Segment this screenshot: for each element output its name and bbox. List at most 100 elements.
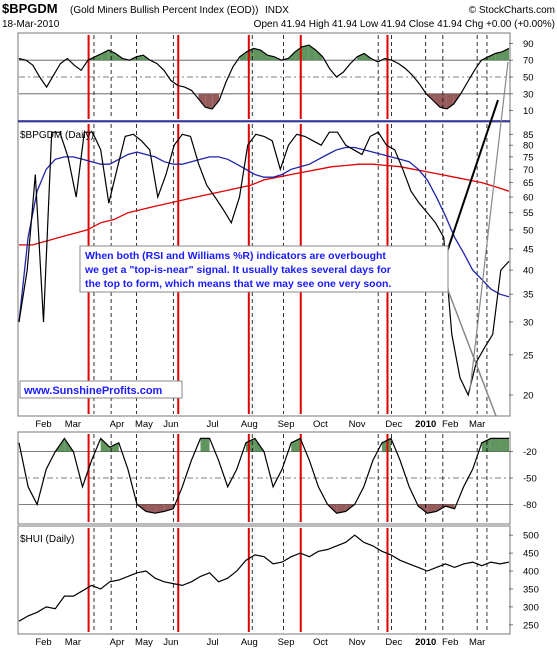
x-tick-label: Nov: [349, 637, 366, 648]
x-tick-label: Oct: [313, 419, 328, 430]
trend-line-3: [469, 61, 509, 391]
x-tick-label: Mar: [65, 637, 81, 648]
x-tick-label: 2010: [415, 419, 436, 430]
zone-fills: [19, 45, 509, 514]
overbought-fill: [109, 442, 119, 452]
annotation-box: [79, 245, 449, 293]
annotation-line-1: When both (RSI and Williams %R) indicato…: [85, 250, 386, 262]
x-tick-label: Dec: [385, 419, 402, 430]
y-tick-label: 30: [523, 317, 534, 328]
y-tick-label: 90: [523, 39, 534, 50]
price-panel-title: $BPGDM (Daily): [20, 130, 94, 141]
chart-date: 18-Mar-2010: [2, 19, 60, 30]
y-tick-label: 250: [523, 620, 539, 631]
overbought-fill: [499, 438, 509, 452]
y-tick-label: 25: [523, 350, 534, 361]
x-tick-label: Apr: [110, 419, 125, 430]
y-tick-label: -20: [523, 447, 537, 458]
oversold-fill: [164, 504, 174, 512]
x-tick-label: Jul: [206, 637, 218, 648]
y-tick-label: 500: [523, 531, 539, 542]
x-tick-label: Apr: [110, 637, 125, 648]
bpgdm-price-line: [18, 131, 510, 397]
oversold-fill: [198, 93, 206, 108]
x-tick-label: Aug: [241, 419, 258, 430]
annotation-line-2: we get a "top-is-near" signal. It usuall…: [84, 264, 391, 276]
trend-line-1: [445, 99, 499, 256]
overbought-fill: [260, 50, 268, 61]
y-tick-label: 80: [523, 141, 534, 152]
y-tick-label: -80: [523, 500, 537, 511]
y-tick-label: 55: [523, 208, 534, 219]
y-tick-label: 60: [523, 193, 534, 204]
overbought-fill: [267, 55, 275, 61]
overbought-fill: [308, 45, 316, 61]
overbought-fill: [136, 55, 144, 61]
trend-line-2: [445, 284, 497, 417]
hui-panel: [17, 525, 511, 635]
oversold-fill: [446, 93, 454, 109]
overbought-fill: [357, 53, 365, 61]
oversold-fill: [427, 504, 437, 514]
overbought-fill: [101, 50, 109, 61]
overbought-fill: [253, 48, 261, 61]
x-tick-label: May: [135, 419, 153, 430]
x-tick-label: Aug: [241, 637, 258, 648]
overbought-fill: [495, 51, 503, 61]
overbought-fill: [301, 45, 309, 61]
oversold-fill: [155, 504, 165, 514]
y-tick-label: 50: [523, 225, 534, 236]
x-tick-label: Feb: [442, 419, 458, 430]
x-tick-label: Mar: [469, 419, 485, 430]
x-tick-label: Mar: [65, 419, 81, 430]
signal-lines: [87, 35, 488, 632]
annotation-line-3: the top to form, which means that we may…: [85, 278, 391, 290]
y-tick-label: 300: [523, 602, 539, 613]
y-tick-label: 45: [523, 244, 534, 255]
y-tick-label: 450: [523, 549, 539, 560]
x-tick-label: Jun: [163, 637, 178, 648]
x-tick-label: 2010: [415, 637, 436, 648]
x-tick-label: Feb: [35, 419, 51, 430]
x-tick-label: Jul: [206, 419, 218, 430]
ma-short-line: [18, 146, 510, 323]
oversold-fill: [205, 93, 213, 109]
x-tick-label: Nov: [349, 419, 366, 430]
chart-index-name: (Gold Miners Bullish Percent Index (EOD)…: [70, 5, 258, 16]
y-tick-label: -50: [523, 474, 537, 485]
x-tick-label: Feb: [35, 637, 51, 648]
x-tick-label: Dec: [385, 637, 402, 648]
overbought-fill: [490, 438, 500, 452]
y-tick-label: 20: [523, 391, 534, 402]
hui-line: [18, 534, 510, 622]
oversold-fill: [212, 93, 220, 109]
y-tick-label: 350: [523, 584, 539, 595]
chart-exchange: INDX: [265, 5, 289, 16]
chart-source: © StockCharts.com: [469, 5, 555, 16]
y-tick-label: 75: [523, 152, 534, 163]
oversold-fill: [336, 504, 346, 514]
rsi-line: [18, 44, 510, 110]
x-tick-label: Jun: [163, 419, 178, 430]
y-tick-label: 65: [523, 178, 534, 189]
y-tick-label: 70: [523, 165, 534, 176]
ma-long-line: [19, 163, 510, 246]
y-tick-label: 50: [523, 73, 534, 84]
williams-line: [18, 437, 509, 514]
chart-ohlc: Open 41.94 High 41.94 Low 41.94 Close 41…: [254, 19, 555, 30]
overbought-fill: [94, 53, 102, 61]
x-tick-label: Sep: [278, 637, 295, 648]
x-tick-label: Oct: [313, 637, 328, 648]
website-label: www.SunshineProfits.com: [23, 385, 163, 397]
chart-symbol: $BPGDM: [2, 1, 58, 16]
oversold-fill: [433, 93, 440, 108]
price-panel: [17, 121, 511, 417]
y-tick-label: 35: [523, 290, 534, 301]
overbought-fill: [239, 51, 247, 61]
x-tick-label: Mar: [469, 637, 485, 648]
overbought-fill: [100, 438, 110, 452]
website-box: [19, 380, 183, 399]
y-tick-label: 40: [523, 266, 534, 277]
